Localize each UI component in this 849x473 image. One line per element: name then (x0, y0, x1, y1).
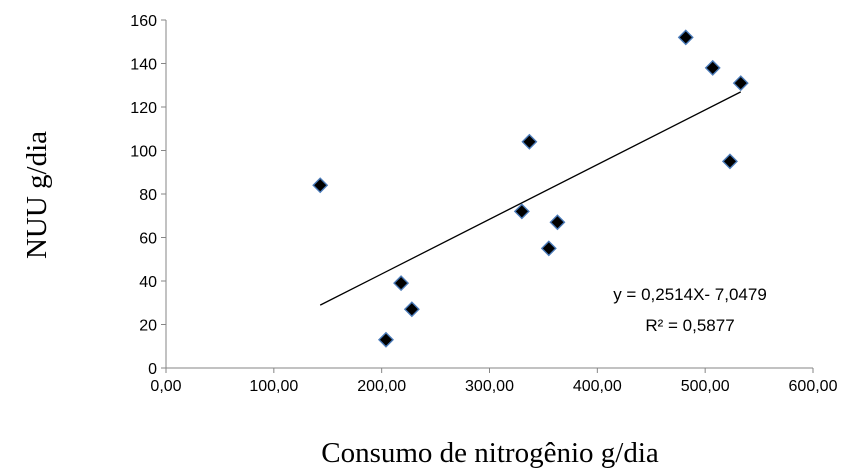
x-tick-labels: 0,00 100,00 200,00 300,00 400,00 500,00 600,00 (150, 378, 837, 395)
y-tick-label: 100 (130, 144, 157, 161)
data-point (677, 29, 694, 46)
y-tick-label: 80 (139, 187, 157, 204)
data-point (513, 203, 530, 220)
trendline-group (319, 91, 742, 306)
x-axis-title: Consumo de nitrogênio g/dia (321, 437, 659, 469)
y-tick-label: 160 (130, 13, 157, 30)
data-point (732, 75, 749, 92)
x-tick-label: 600,00 (789, 378, 838, 395)
y-tick-label: 40 (139, 274, 157, 291)
data-point (393, 275, 410, 292)
data-point (403, 301, 420, 318)
y-tick-labels: 0 20 40 60 80 100 120 140 160 (130, 13, 157, 378)
axes (161, 19, 814, 373)
y-tick-label: 0 (148, 361, 157, 378)
trendline (319, 91, 742, 306)
x-tick-label: 0,00 (150, 378, 181, 395)
data-point (312, 177, 329, 194)
x-tick-label: 100,00 (249, 378, 298, 395)
x-tick-label: 400,00 (573, 378, 622, 395)
trendline-r-squared: R² = 0,5877 (645, 316, 734, 335)
y-axis-title: NUU g/dia (21, 131, 53, 259)
data-point (521, 133, 538, 150)
trendline-equation: y = 0,2514X- 7,0479 (613, 285, 767, 304)
y-tick-label: 120 (130, 100, 157, 117)
y-tick-label: 60 (139, 231, 157, 248)
data-point (377, 331, 394, 348)
data-point (549, 214, 566, 231)
data-point (721, 153, 738, 170)
y-tick-label: 20 (139, 318, 157, 335)
data-point (540, 240, 557, 257)
y-tick-label: 140 (130, 57, 157, 74)
x-tick-label: 200,00 (357, 378, 406, 395)
x-tick-label: 500,00 (681, 378, 730, 395)
x-tick-label: 300,00 (465, 378, 514, 395)
data-point (704, 59, 721, 76)
data-points (312, 29, 749, 348)
